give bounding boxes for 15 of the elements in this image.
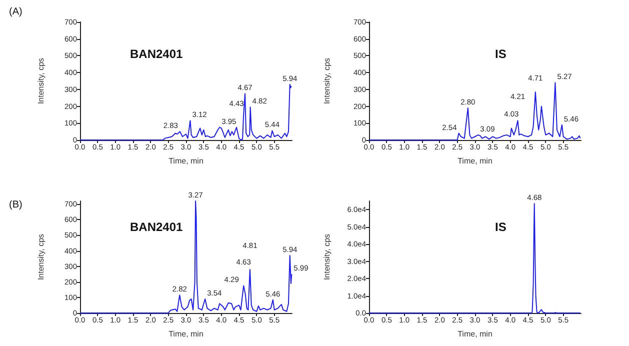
x-axis-title: Time, min bbox=[458, 330, 492, 338]
line-series bbox=[368, 203, 581, 314]
y-axis-title: Intensity, cps bbox=[322, 234, 332, 280]
y-axis-title: Intensity, cps bbox=[322, 58, 332, 104]
annotation: IS bbox=[495, 47, 506, 61]
x-axis-title: Time, min bbox=[168, 156, 204, 166]
annotation: IS bbox=[495, 220, 506, 234]
x-axis-title: Time, min bbox=[458, 156, 492, 166]
y-axis-title: Intensity, cps bbox=[36, 58, 46, 104]
y-axis-title: Intensity, cps bbox=[36, 234, 46, 280]
x-axis-title: Time, min bbox=[168, 330, 204, 338]
chart-title: (B) bbox=[9, 200, 22, 210]
chart-title: (A) bbox=[9, 6, 22, 18]
annotation: BAN2401 bbox=[130, 47, 184, 61]
annotation: BAN2401 bbox=[130, 220, 184, 234]
